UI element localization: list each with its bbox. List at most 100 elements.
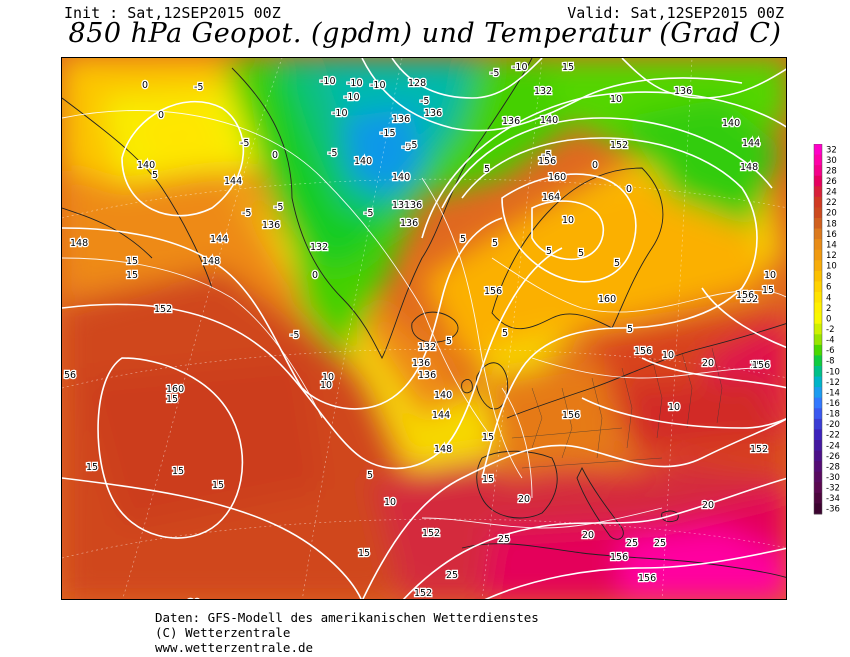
legend-swatch <box>814 207 822 219</box>
legend-swatch <box>814 292 822 303</box>
map-value-label: -10 <box>370 80 386 91</box>
map-value-label: 10 <box>562 215 574 226</box>
legend-value: 30 <box>826 156 837 166</box>
map-value-label: 20 <box>518 494 530 505</box>
legend-swatch <box>814 144 822 155</box>
legend-value: 22 <box>826 198 837 208</box>
map-value-label: 140 <box>392 172 410 183</box>
map-labels: -5001405-50144-5-5136144148-513215151480… <box>63 61 778 600</box>
legend-swatch <box>814 302 822 314</box>
map-value-label: 164 <box>542 192 560 203</box>
map-value-label: 156 <box>610 552 628 563</box>
map-value-label: 15 <box>172 466 184 477</box>
map-value-label: -5 <box>408 140 417 151</box>
map-value-label: 5 <box>492 238 498 249</box>
legend-swatch <box>814 492 822 504</box>
legend-value: -34 <box>826 494 840 504</box>
map-value-label: 148 <box>434 444 452 455</box>
legend-value: 26 <box>826 177 837 187</box>
map-value-label: 10 <box>322 372 334 383</box>
map-value-label: -5 <box>194 82 203 93</box>
footer-data-source: Daten: GFS-Modell des amerikanischen Wet… <box>155 610 539 625</box>
map-value-label: 5 <box>484 164 490 175</box>
map-value-label: 136 <box>262 220 280 231</box>
map-value-label: 156 <box>538 156 556 167</box>
map-value-label: 152 <box>154 304 172 315</box>
map-value-label: -5 <box>290 330 299 341</box>
map-value-label: 20 <box>188 598 200 600</box>
legend-swatch <box>814 418 822 430</box>
map-value-label: 156 <box>634 346 652 357</box>
map-value-label: 140 <box>434 390 452 401</box>
legend-swatch <box>814 228 822 240</box>
weather-map: -5 0 0 140 5 -5 0 144 -5 -5 136 144 148 -5 132 15 15 148 0… <box>61 57 787 600</box>
legend-value: -6 <box>826 346 834 356</box>
map-value-label: 132 <box>310 242 328 253</box>
legend-swatch <box>814 355 822 367</box>
borders <box>511 347 723 469</box>
legend-swatch <box>814 366 822 377</box>
legend-value: 10 <box>826 262 837 272</box>
map-value-label: 136 <box>392 114 410 125</box>
legend-swatch <box>814 450 822 462</box>
footer-url: www.wetterzentrale.de <box>155 640 314 655</box>
legend-swatch <box>814 313 822 325</box>
legend-value: -36 <box>826 505 840 515</box>
map-value-label: -5 <box>490 68 499 79</box>
legend-value: 16 <box>826 230 837 240</box>
map-value-label: 0 <box>158 110 164 121</box>
map-value-label: 15 <box>482 474 494 485</box>
map-value-label: 5 <box>446 336 452 347</box>
temperature-field <box>62 58 786 599</box>
legend-svg: 32302826242220181614121086420-2-4-6-8-10… <box>813 143 840 515</box>
legend-swatch <box>814 270 822 282</box>
legend-value: -16 <box>826 399 840 409</box>
map-value-label: -10 <box>512 62 528 73</box>
legend-swatch <box>814 249 822 261</box>
map-value-label: -5 <box>274 202 283 213</box>
legend-swatch <box>814 461 822 473</box>
map-value-label: 140 <box>137 160 155 171</box>
map-value-label: 0 <box>626 184 632 195</box>
map-value-label: 152 <box>750 444 768 455</box>
map-value-label: 15 <box>750 360 762 371</box>
map-value-label: 56 <box>64 370 76 381</box>
legend-swatch <box>814 260 822 272</box>
map-value-label: 156 <box>562 410 580 421</box>
legend-value: -4 <box>826 336 834 346</box>
map-value-label: 5 <box>614 258 620 269</box>
map-value-label: 144 <box>224 176 242 187</box>
map-value-label: 152 <box>740 294 758 305</box>
map-value-label: 25 <box>446 570 458 581</box>
map-value-label: 136 <box>412 358 430 369</box>
legend-value: -10 <box>826 367 840 377</box>
legend-value: 18 <box>826 219 837 229</box>
legend-value: 14 <box>826 240 837 250</box>
legend-value: 12 <box>826 251 837 261</box>
map-value-label: 15 <box>126 256 138 267</box>
chart-title: 850 hPa Geopot. (gpdm) und Temperatur (G… <box>68 18 782 49</box>
map-value-label: 10 <box>320 380 332 391</box>
legend-value: -28 <box>826 462 840 472</box>
map-value-label: 144 <box>210 234 228 245</box>
map-value-label: 20 <box>702 500 714 511</box>
map-value-label: -10 <box>320 76 336 87</box>
legend-swatch <box>814 440 822 451</box>
map-value-label: 5 <box>546 246 552 257</box>
map-value-label: 15 <box>212 480 224 491</box>
map-value-label: 0 <box>142 80 148 91</box>
map-value-label: 0 <box>312 270 318 281</box>
map-value-label: 10 <box>764 270 776 281</box>
map-value-label: 136 <box>400 218 418 229</box>
legend-swatch <box>814 344 822 356</box>
legend-swatch <box>814 154 822 166</box>
map-value-label: 15 <box>126 270 138 281</box>
legend-swatch <box>814 239 822 251</box>
map-value-label: -5 <box>542 150 551 161</box>
map-value-label: 0 <box>272 150 278 161</box>
map-value-label: 15 <box>562 62 574 73</box>
map-value-label: 25 <box>498 534 510 545</box>
map-value-label: 136 <box>502 116 520 127</box>
map-value-label: 25 <box>626 538 638 549</box>
map-value-label: -5 <box>240 138 249 149</box>
